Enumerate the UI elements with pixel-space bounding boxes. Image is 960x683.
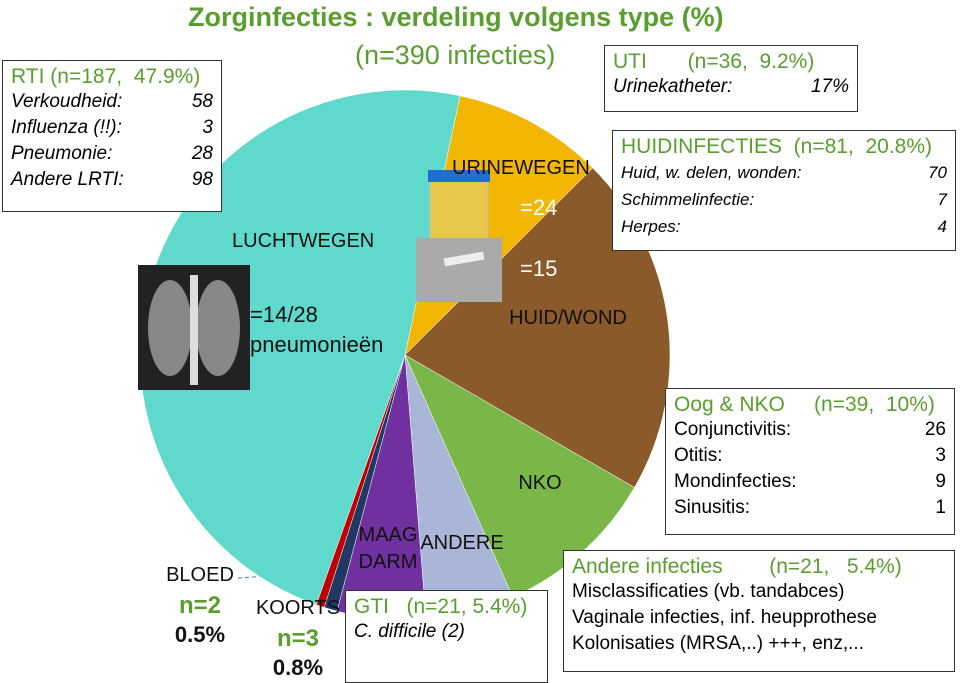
chart-subtitle: (n=390 infecties) (355, 40, 556, 70)
leader-line (237, 571, 331, 579)
slice-label: MAAG DARM (358, 524, 418, 573)
info-box: Andere infecties (n=21, 5.4%) Misclassifi… (563, 550, 955, 672)
box-row: Pneumonie: 28 (11, 141, 213, 167)
box-title: HUIDINFECTIES (n=81, 20.8%) (621, 135, 933, 158)
row-value: 58 (191, 91, 213, 112)
row-label: Andere LRTI: (11, 169, 124, 190)
info-box: Oog & NKO (n=39, 10%) Conjunctivitis: 26 Ot… (665, 388, 955, 535)
row-label: Herpes: (621, 217, 681, 236)
urine-image (416, 170, 502, 302)
value-label: 0.8% (272, 655, 324, 680)
box-row: Schimmelinfectie: 7 (621, 186, 947, 213)
row-value: 7 (937, 190, 947, 209)
row-label: Schimmelinfectie: (621, 190, 755, 209)
row-label: Urinekatheter: (613, 76, 733, 97)
box-row: Herpes: 4 (621, 213, 947, 240)
row-label: Kolonisaties (MRSA,..) +++, enz,... (572, 633, 864, 654)
annotation: =14/28 pneumonieën (250, 302, 384, 357)
box-row: Vaginale infecties, inf. heupprothese (572, 605, 946, 631)
slice-label: ANDERE (420, 532, 504, 554)
box-row: Influenza (!!): 3 (11, 115, 213, 141)
info-box: GTI (n=21, 5.4%) C. difficile (2) (345, 590, 548, 683)
row-label: Huid, w. delen, wonden: (621, 163, 802, 182)
row-label: Verkoudheid: (11, 91, 123, 112)
row-value: 28 (191, 143, 213, 164)
row-value: 9 (935, 471, 946, 492)
slice-label: HUID/WOND (509, 307, 627, 329)
box-row: C. difficile (2) (354, 619, 539, 645)
box-title: Andere infecties (n=21, 5.4%) (572, 555, 902, 578)
row-label: Conjunctivitis: (674, 419, 792, 440)
row-value: 3 (202, 117, 213, 138)
value-label: 0.5% (174, 622, 226, 647)
box-row: Mondinfecties: 9 (674, 469, 946, 495)
row-value: 98 (191, 169, 213, 190)
box-row: Huid, w. delen, wonden: 70 (621, 159, 947, 186)
row-label: Vaginale infecties, inf. heupprothese (572, 607, 877, 628)
chart-title: Zorginfecties : verdeling volgens type (… (188, 2, 724, 32)
row-label: Mondinfecties: (674, 471, 797, 492)
annotation: =24 (520, 195, 558, 220)
box-row: Verkoudheid: 58 (11, 89, 213, 115)
row-label: Sinusitis: (674, 497, 751, 518)
row-value: 70 (928, 163, 947, 182)
row-value: 1 (935, 497, 946, 518)
box-row: Misclassificaties (vb. tandabces) (572, 579, 946, 605)
slice-label: BLOED (166, 564, 234, 586)
box-row: Kolonisaties (MRSA,..) +++, enz,... (572, 631, 946, 657)
slice-label: LUCHTWEGEN (232, 230, 375, 252)
box-row: Urinekatheter: 17% (613, 74, 849, 100)
row-value: 26 (924, 419, 946, 440)
box-title: RTI (n=187, 47.9%) (11, 65, 201, 88)
info-box: HUIDINFECTIES (n=81, 20.8%) Huid, w. dele… (612, 130, 956, 251)
row-label: Otitis: (674, 445, 723, 466)
box-row: Otitis: 3 (674, 443, 946, 469)
info-box: UTI (n=36, 9.2%) Urinekatheter: 17% (604, 45, 858, 112)
slice-label: URINEWEGEN (452, 157, 590, 179)
slice-label: KOORTS (255, 597, 341, 619)
info-box: RTI (n=187, 47.9%) Verkoudheid: 58 Influenz… (2, 60, 222, 212)
row-label: Pneumonie: (11, 143, 113, 164)
row-label: Misclassificaties (vb. tandabces) (572, 581, 845, 602)
box-title: UTI (n=36, 9.2%) (613, 50, 815, 73)
annotation: n=2 (178, 592, 222, 619)
slice-label: NKO (518, 472, 562, 494)
xray-image (138, 265, 250, 390)
pie (139, 89, 671, 621)
row-value: 4 (937, 217, 947, 236)
annotation: =15 (520, 256, 558, 281)
box-row: Andere LRTI: 98 (11, 167, 213, 193)
box-title: GTI (n=21, 5.4%) (354, 595, 528, 618)
annotation: n=3 (276, 625, 320, 652)
row-label: C. difficile (2) (354, 621, 465, 642)
box-row: Conjunctivitis: 26 (674, 417, 946, 443)
box-title: Oog & NKO (n=39, 10%) (674, 393, 935, 416)
row-value: 17% (810, 76, 849, 97)
box-row: Sinusitis: 1 (674, 495, 946, 521)
row-value: 3 (935, 445, 946, 466)
row-label: Influenza (!!): (11, 117, 122, 138)
